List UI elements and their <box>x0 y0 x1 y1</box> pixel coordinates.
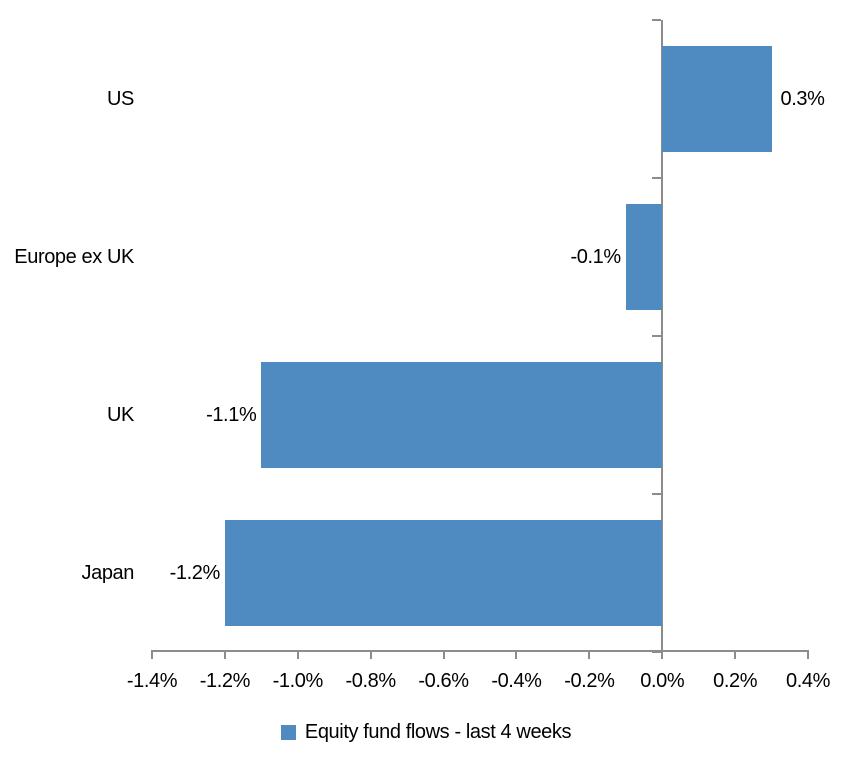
category-tick <box>652 493 662 495</box>
category-tick <box>652 335 662 337</box>
x-tick <box>515 652 518 659</box>
x-tick-label: -1.0% <box>272 670 324 692</box>
x-tick-label: -0.2% <box>564 670 615 692</box>
category-label-europe-ex-uk: Europe ex UK <box>14 246 134 268</box>
category-tick <box>652 19 662 21</box>
x-tick-label: -0.8% <box>345 670 397 692</box>
bar-uk <box>261 362 663 468</box>
x-tick <box>661 652 664 659</box>
category-axis-line <box>661 20 664 652</box>
x-tick <box>296 652 299 659</box>
category-tick <box>652 651 662 653</box>
value-label-uk: -1.1% <box>206 404 257 426</box>
value-label-japan: -1.2% <box>169 562 221 584</box>
x-tick <box>807 652 809 659</box>
category-label-uk: UK <box>107 404 134 426</box>
x-tick-label: -1.4% <box>126 670 178 692</box>
bar-us <box>662 46 772 152</box>
category-label-us: US <box>107 88 134 110</box>
category-label-japan: Japan <box>81 562 135 584</box>
x-tick-label: -0.6% <box>418 670 469 692</box>
x-tick <box>442 652 445 659</box>
x-tick-label: -1.2% <box>199 670 251 692</box>
x-tick <box>151 652 153 659</box>
x-tick <box>223 652 226 659</box>
value-label-us: 0.3% <box>780 88 825 110</box>
value-label-europe-ex-uk: -0.1% <box>570 246 622 268</box>
legend-marker-icon <box>280 724 296 740</box>
bar-japan <box>224 520 663 626</box>
x-tick <box>588 652 591 659</box>
legend-label: Equity fund flows - last 4 weeks <box>304 720 572 743</box>
x-tick-label: 0.4% <box>786 670 830 692</box>
value-axis-line <box>151 650 809 652</box>
x-tick <box>369 652 372 659</box>
x-tick-label: -0.4% <box>491 670 542 692</box>
x-tick <box>734 652 737 659</box>
bar-europe-ex-uk <box>625 204 663 310</box>
x-tick-label: 0.0% <box>640 670 685 692</box>
legend: Equity fund flows - last 4 weeks <box>0 716 852 748</box>
x-tick-label: 0.2% <box>713 670 758 692</box>
category-tick <box>652 177 662 179</box>
